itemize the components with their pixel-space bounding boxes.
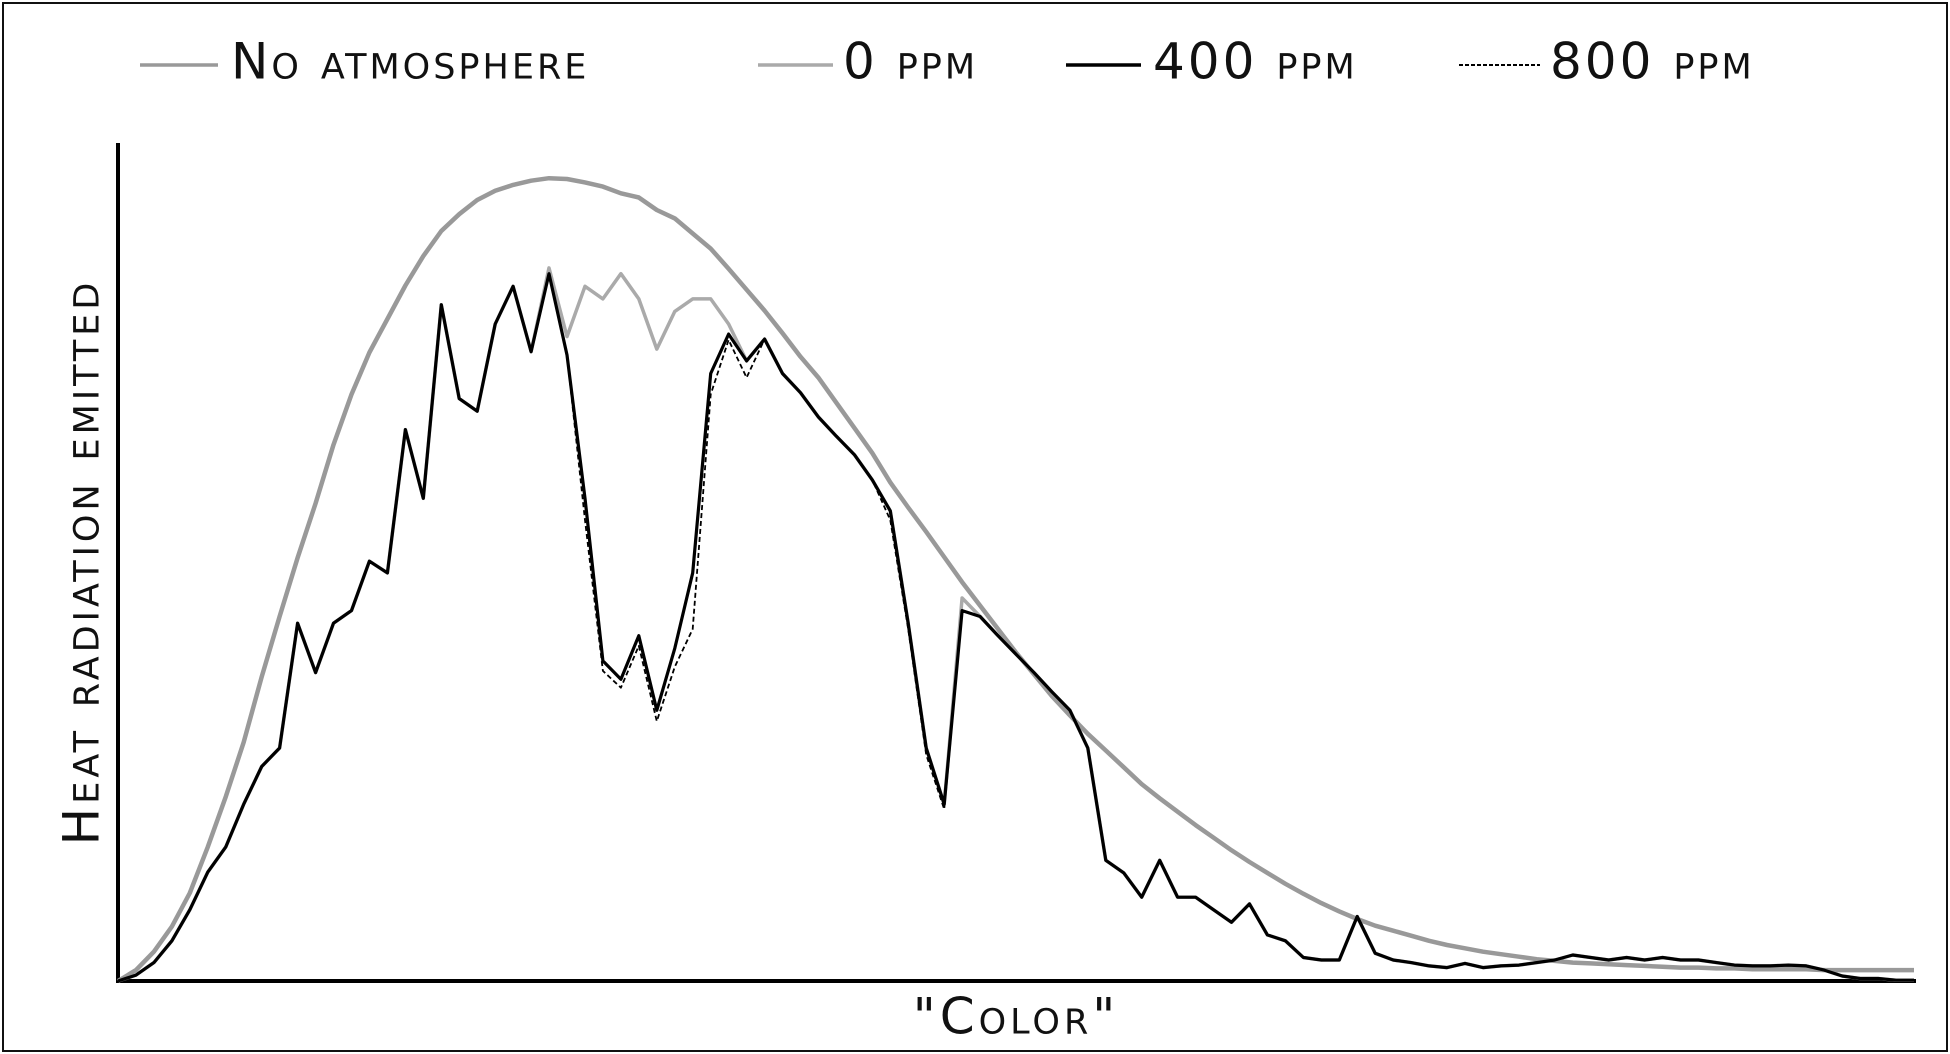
legend-label: No atmosphere bbox=[231, 33, 589, 91]
legend-label: 400 ppm bbox=[1153, 33, 1358, 91]
y-axis-label: Heat radiation emitted bbox=[53, 279, 111, 846]
x-axis-label: "Color" bbox=[913, 988, 1120, 1046]
legend-label: 0 ppm bbox=[843, 33, 978, 91]
series-line bbox=[117, 272, 1914, 982]
legend-label: 800 ppm bbox=[1550, 33, 1755, 91]
